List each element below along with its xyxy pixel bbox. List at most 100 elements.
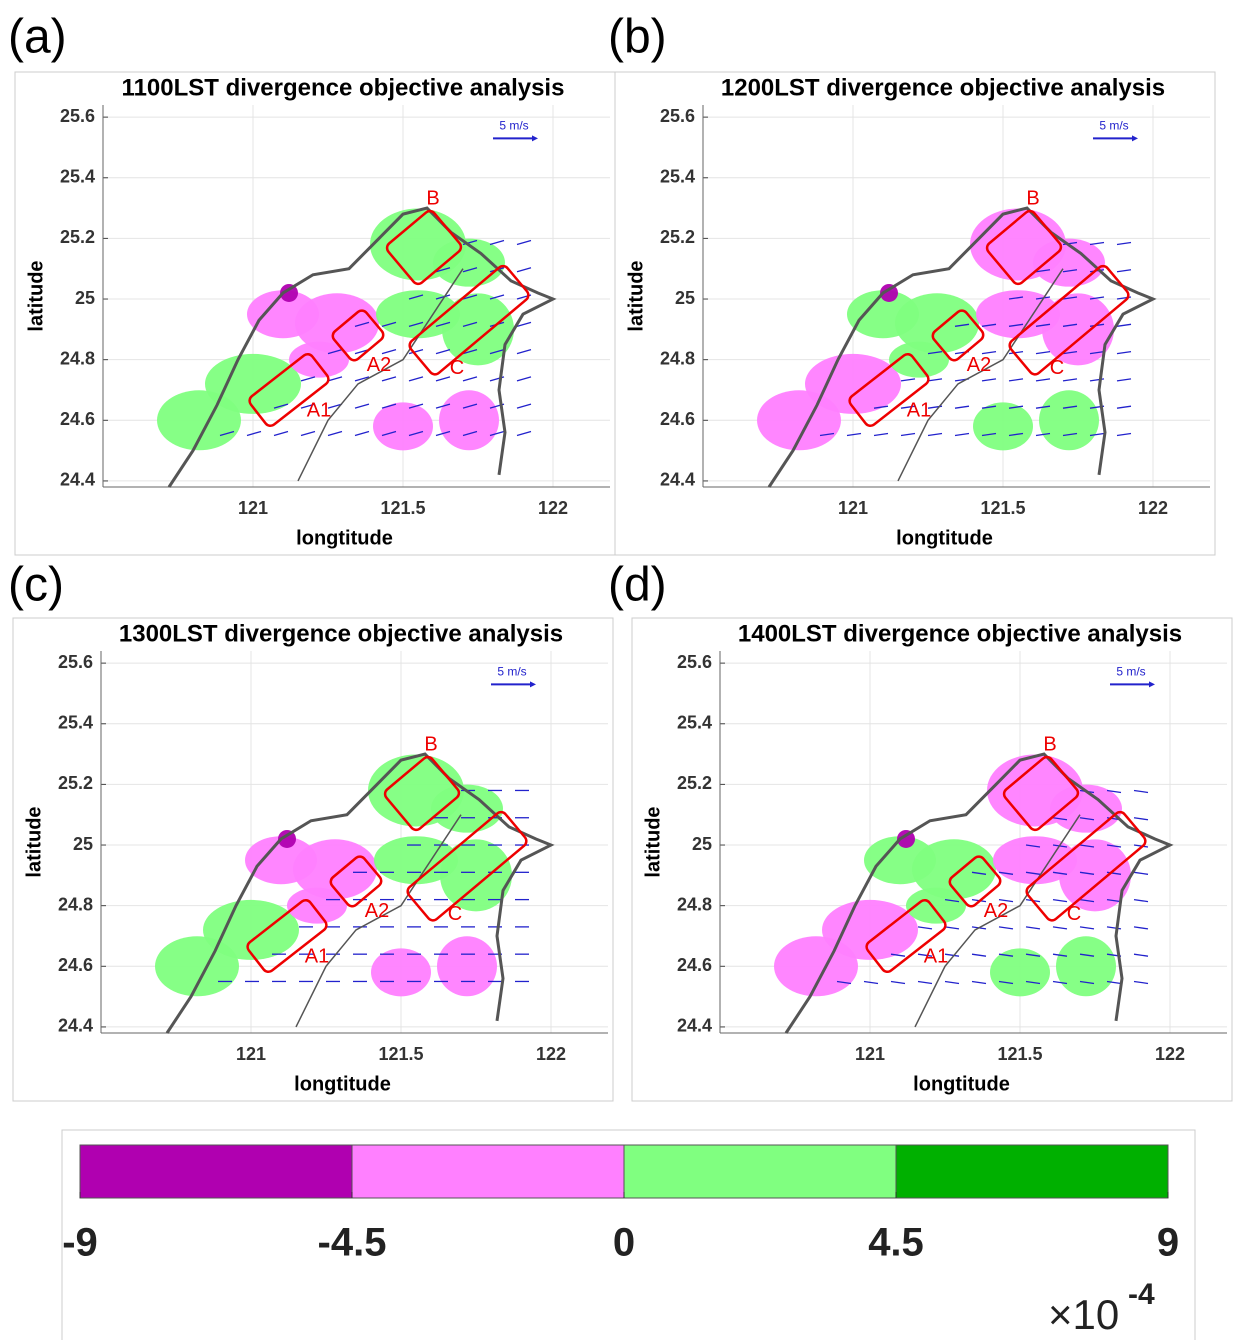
wind-vector bbox=[981, 432, 997, 437]
wind-vector bbox=[1133, 789, 1149, 794]
y-tick-label: 24.4 bbox=[58, 1016, 93, 1036]
divergence-area bbox=[1050, 784, 1122, 833]
wind-vector bbox=[900, 432, 916, 437]
y-axis-label: latitude bbox=[23, 806, 45, 877]
wind-vector bbox=[954, 323, 970, 327]
y-tick-label: 25.6 bbox=[58, 652, 93, 672]
region-box bbox=[1002, 755, 1080, 832]
wind-vector bbox=[1089, 432, 1105, 437]
wind-vector bbox=[462, 348, 478, 355]
wind-vector bbox=[327, 348, 343, 355]
region-label: B bbox=[426, 187, 439, 209]
y-tick-label: 25.2 bbox=[58, 773, 93, 793]
region-box bbox=[1008, 264, 1130, 376]
wind-vector bbox=[1079, 817, 1095, 821]
wind-vector bbox=[354, 321, 370, 327]
county-line bbox=[297, 268, 464, 482]
wind-vector bbox=[1008, 323, 1024, 327]
y-tick-label: 24.4 bbox=[60, 470, 95, 490]
wind-vector bbox=[1052, 953, 1068, 957]
wind-vector bbox=[1089, 241, 1105, 246]
wind-vector bbox=[1116, 378, 1132, 382]
wind-vector bbox=[381, 321, 397, 327]
divergence-area bbox=[431, 784, 503, 833]
scale-label: 5 m/s bbox=[499, 118, 528, 132]
divergence-area bbox=[278, 829, 296, 848]
divergence-area bbox=[1059, 839, 1131, 912]
panel-label: (d) bbox=[608, 559, 667, 612]
divergence-area bbox=[289, 341, 349, 378]
divergence-area bbox=[897, 829, 915, 848]
divergence-area bbox=[280, 283, 298, 302]
wind-vector bbox=[1106, 980, 1122, 985]
county-line bbox=[295, 814, 462, 1028]
wind-vector bbox=[219, 430, 235, 437]
colorbar-exponent: -4 bbox=[1128, 1278, 1155, 1311]
region-label: A1 bbox=[307, 399, 331, 421]
map-panel: 1100LST divergence objective analysis 121… bbox=[14, 71, 616, 556]
y-tick-label: 24.8 bbox=[660, 348, 695, 368]
wind-vector bbox=[1035, 432, 1051, 437]
region-label: A2 bbox=[984, 900, 1008, 922]
region-label: B bbox=[424, 733, 437, 755]
y-tick-label: 25.6 bbox=[677, 652, 712, 672]
y-tick-label: 25 bbox=[75, 288, 95, 308]
wind-vector bbox=[971, 953, 987, 957]
y-tick-label: 25.4 bbox=[60, 167, 95, 187]
wind-vector bbox=[1089, 350, 1105, 355]
wind-vector bbox=[408, 321, 424, 327]
divergence-area bbox=[774, 936, 858, 997]
wind-vector bbox=[917, 953, 933, 957]
x-tick-label: 121 bbox=[236, 1044, 266, 1064]
coastline bbox=[767, 206, 1157, 488]
wind-vector bbox=[1062, 296, 1078, 300]
wind-vector bbox=[516, 403, 532, 409]
map-panel: 1400LST divergence objective analysis 121… bbox=[631, 617, 1233, 1102]
scale-label: 5 m/s bbox=[497, 664, 526, 678]
wind-vector bbox=[1062, 350, 1078, 355]
wind-vector bbox=[1035, 405, 1051, 409]
wind-vector bbox=[381, 430, 397, 437]
divergence-area bbox=[1056, 936, 1116, 997]
wind-vector bbox=[435, 430, 451, 437]
wind-vector bbox=[516, 267, 532, 273]
wind-vector bbox=[1133, 953, 1149, 957]
y-tick-label: 25 bbox=[675, 288, 695, 308]
y-tick-label: 25.2 bbox=[60, 227, 95, 247]
divergence-area bbox=[287, 887, 347, 924]
wind-vector bbox=[327, 403, 343, 409]
x-axis-label: longtitude bbox=[296, 527, 393, 549]
wind-vector bbox=[1035, 323, 1051, 327]
y-tick-label: 24.4 bbox=[677, 1016, 712, 1036]
region-label: A1 bbox=[907, 399, 931, 421]
divergence-area bbox=[293, 839, 377, 900]
region-label: A2 bbox=[967, 354, 991, 376]
wind-vector bbox=[944, 926, 960, 930]
divergence-area bbox=[442, 293, 514, 366]
y-tick-label: 24.8 bbox=[677, 894, 712, 914]
wind-vector bbox=[462, 430, 478, 437]
wind-vector bbox=[998, 980, 1014, 985]
wind-vector bbox=[1052, 980, 1068, 985]
y-axis-label: latitude bbox=[625, 260, 647, 331]
wind-vector bbox=[435, 267, 451, 273]
wind-vector bbox=[873, 432, 889, 437]
wind-vector bbox=[327, 376, 343, 382]
region-box bbox=[1025, 810, 1147, 922]
county-line bbox=[914, 814, 1081, 1028]
divergence-area bbox=[203, 899, 299, 960]
scale-label: 5 m/s bbox=[1116, 664, 1145, 678]
wind-vector bbox=[300, 430, 316, 437]
wind-vector bbox=[1025, 953, 1041, 957]
region-box bbox=[408, 264, 530, 376]
panel-title: 1300LST divergence objective analysis bbox=[119, 620, 563, 647]
colorbar-segment bbox=[79, 1144, 353, 1199]
wind-vector bbox=[998, 898, 1014, 903]
y-tick-label: 25.4 bbox=[677, 713, 712, 733]
divergence-area bbox=[371, 948, 431, 997]
wind-vector bbox=[954, 432, 970, 437]
wind-vector bbox=[1116, 269, 1132, 273]
divergence-area bbox=[205, 353, 301, 414]
wind-vector bbox=[354, 403, 370, 409]
wind-vector bbox=[1079, 953, 1095, 957]
